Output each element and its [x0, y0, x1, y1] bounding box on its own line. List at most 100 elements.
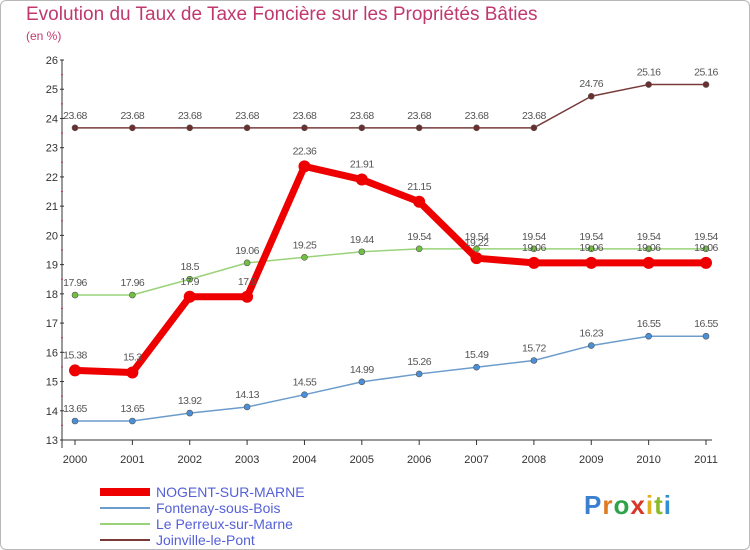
legend-swatch: [100, 488, 150, 496]
y-tick-label: 20: [46, 230, 58, 242]
data-point: [587, 342, 595, 349]
data-point: [473, 245, 480, 253]
data-label: 19.06: [522, 242, 546, 254]
data-point: [473, 363, 480, 371]
data-label: 23.68: [350, 110, 374, 122]
data-label: 23.68: [63, 110, 87, 122]
data-point: [702, 245, 710, 253]
data-point: [126, 366, 139, 379]
data-point: [587, 92, 595, 100]
x-tick-label: 2006: [407, 454, 431, 466]
y-tick-label: 21: [46, 201, 58, 213]
data-label: 16.23: [579, 328, 603, 340]
series-line-3: [74, 83, 707, 129]
data-label: 15.72: [522, 342, 546, 354]
data-label: 19.54: [407, 231, 431, 243]
logo-letter: r: [602, 490, 614, 520]
legend-label: Joinville-le-Pont: [156, 532, 255, 548]
data-label: 19.54: [465, 231, 489, 243]
data-point: [358, 378, 366, 386]
data-point: [700, 256, 712, 269]
data-label: 23.68: [120, 110, 144, 122]
y-tick-label: 25: [46, 84, 58, 96]
data-point: [71, 124, 79, 132]
x-tick-label: 2005: [350, 454, 374, 466]
legend-label: NOGENT-SUR-MARNE: [156, 484, 305, 500]
x-tick-label: 2008: [522, 454, 546, 466]
logo-letter: o: [613, 490, 631, 520]
legend-swatch: [100, 507, 150, 509]
data-label: 15.49: [465, 349, 489, 361]
data-label: 24.76: [579, 78, 603, 90]
data-label: 15.38: [63, 349, 87, 361]
logo-letter: P: [584, 490, 603, 520]
data-point: [241, 290, 254, 303]
data-label: 25.16: [694, 67, 718, 79]
data-label: 19.44: [350, 234, 374, 246]
data-point: [645, 245, 652, 253]
data-point: [527, 256, 540, 269]
data-point: [183, 290, 196, 303]
series-line-2: [74, 248, 707, 296]
data-label: 13.65: [120, 403, 144, 415]
x-tick-label: 2007: [464, 454, 488, 466]
data-label: 23.68: [235, 110, 259, 122]
data-point: [129, 291, 136, 299]
data-point: [129, 124, 136, 132]
proxiti-logo: Proxiti: [584, 490, 672, 521]
x-tick-label: 2001: [120, 454, 144, 466]
data-point: [473, 124, 480, 132]
data-point: [702, 332, 710, 340]
x-tick-label: 2003: [235, 454, 259, 466]
data-label: 23.68: [465, 110, 489, 122]
data-point: [645, 81, 652, 88]
data-label: 23.68: [178, 110, 202, 122]
data-label: 18.5: [181, 261, 200, 273]
y-tick-label: 26: [46, 55, 58, 67]
data-point: [243, 259, 251, 267]
data-label: 23.68: [407, 110, 431, 122]
x-tick-label: 2010: [636, 454, 660, 466]
y-tick-label: 14: [46, 406, 58, 418]
data-point: [69, 364, 81, 377]
data-label: 19.22: [465, 237, 489, 249]
data-point: [301, 124, 308, 132]
chart-title: Evolution du Taux de Taxe Foncière sur l…: [26, 4, 538, 25]
y-tick-label: 16: [46, 347, 58, 359]
x-tick-label: 2000: [63, 454, 87, 466]
data-label: 19.06: [694, 242, 718, 254]
x-tick-label: 2004: [292, 454, 316, 466]
data-point: [358, 248, 366, 256]
data-point: [702, 81, 710, 88]
data-label: 17.9: [181, 276, 200, 288]
logo-letter: i: [663, 490, 672, 520]
data-point: [415, 124, 423, 132]
y-tick-label: 17: [46, 318, 58, 330]
series-line-1: [74, 335, 707, 422]
data-point: [355, 173, 368, 186]
data-point: [71, 291, 79, 299]
data-point: [298, 160, 311, 173]
data-label: 15.3: [123, 351, 142, 363]
y-tick-label: 22: [46, 172, 58, 184]
data-label: 19.06: [637, 242, 661, 254]
logo-letter: x: [630, 490, 646, 520]
data-point: [530, 357, 538, 364]
y-tick-label: 23: [46, 143, 58, 155]
data-label: 19.54: [694, 231, 718, 243]
legend-label: Fontenay-sous-Bois: [156, 500, 281, 516]
data-point: [71, 417, 79, 425]
data-label: 19.06: [235, 245, 259, 257]
data-label: 16.55: [637, 318, 661, 330]
data-point: [358, 124, 366, 132]
data-point: [530, 124, 538, 132]
data-point: [470, 252, 483, 265]
data-label: 19.54: [579, 231, 603, 243]
data-point: [645, 332, 652, 340]
data-point: [413, 195, 426, 208]
data-label: 21.91: [350, 159, 374, 171]
data-point: [243, 403, 251, 411]
data-label: 23.68: [522, 110, 546, 122]
data-point: [186, 124, 194, 132]
